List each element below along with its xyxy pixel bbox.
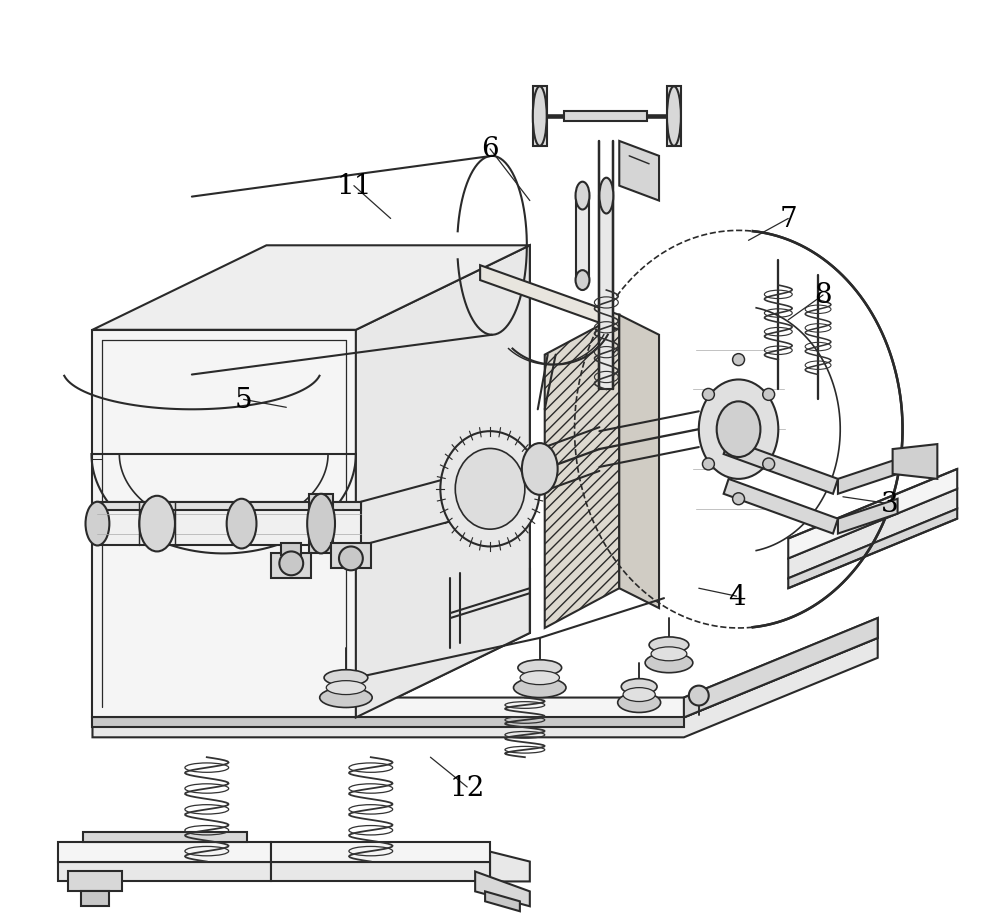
Polygon shape — [619, 142, 659, 201]
Ellipse shape — [702, 389, 714, 401]
Polygon shape — [81, 891, 109, 906]
Ellipse shape — [86, 502, 109, 546]
Ellipse shape — [733, 494, 745, 505]
Ellipse shape — [689, 686, 709, 706]
Polygon shape — [97, 502, 361, 510]
Polygon shape — [58, 862, 271, 881]
Ellipse shape — [514, 678, 566, 698]
Ellipse shape — [279, 551, 303, 575]
Ellipse shape — [139, 496, 175, 551]
Ellipse shape — [623, 687, 655, 702]
Polygon shape — [485, 891, 520, 912]
Ellipse shape — [645, 653, 693, 673]
Ellipse shape — [699, 380, 778, 480]
Ellipse shape — [227, 499, 256, 549]
Ellipse shape — [618, 693, 661, 713]
Ellipse shape — [763, 389, 775, 401]
Polygon shape — [271, 862, 490, 881]
Ellipse shape — [522, 444, 558, 495]
Polygon shape — [533, 87, 547, 147]
Polygon shape — [838, 499, 898, 534]
Polygon shape — [309, 494, 333, 554]
Polygon shape — [564, 112, 647, 122]
Ellipse shape — [520, 671, 559, 685]
Polygon shape — [788, 470, 957, 559]
Ellipse shape — [576, 183, 589, 210]
Ellipse shape — [651, 647, 687, 661]
Ellipse shape — [533, 87, 547, 147]
Ellipse shape — [702, 459, 714, 471]
Ellipse shape — [733, 354, 745, 366]
Polygon shape — [92, 638, 878, 738]
Ellipse shape — [763, 459, 775, 471]
Ellipse shape — [518, 660, 562, 676]
Polygon shape — [331, 544, 371, 569]
Ellipse shape — [717, 402, 760, 458]
Ellipse shape — [320, 687, 372, 708]
Ellipse shape — [307, 494, 335, 554]
Polygon shape — [724, 480, 838, 534]
Polygon shape — [92, 718, 684, 728]
Polygon shape — [92, 618, 878, 718]
Polygon shape — [893, 445, 937, 480]
Polygon shape — [724, 439, 838, 494]
Polygon shape — [271, 842, 490, 862]
Polygon shape — [667, 87, 681, 147]
Ellipse shape — [576, 271, 589, 290]
Text: 8: 8 — [814, 282, 832, 309]
Polygon shape — [838, 460, 898, 494]
Polygon shape — [475, 871, 530, 906]
Ellipse shape — [621, 679, 657, 695]
Ellipse shape — [324, 670, 368, 686]
Text: 6: 6 — [481, 136, 499, 164]
Polygon shape — [68, 871, 122, 891]
Polygon shape — [788, 509, 957, 588]
Polygon shape — [599, 197, 613, 390]
Text: 4: 4 — [728, 583, 745, 610]
Polygon shape — [545, 315, 619, 629]
Polygon shape — [356, 246, 530, 718]
Ellipse shape — [667, 87, 681, 147]
Ellipse shape — [339, 547, 363, 571]
Polygon shape — [576, 197, 589, 281]
Polygon shape — [788, 489, 957, 579]
Polygon shape — [619, 315, 659, 608]
Text: 11: 11 — [336, 173, 372, 200]
Ellipse shape — [649, 637, 689, 653]
Ellipse shape — [326, 681, 366, 695]
Ellipse shape — [440, 432, 540, 547]
Text: 3: 3 — [881, 491, 898, 517]
Polygon shape — [83, 832, 247, 842]
Polygon shape — [92, 246, 530, 331]
Ellipse shape — [599, 178, 613, 214]
Polygon shape — [490, 852, 530, 881]
Polygon shape — [271, 554, 311, 579]
Polygon shape — [281, 544, 301, 556]
Polygon shape — [684, 618, 878, 718]
Polygon shape — [92, 331, 356, 718]
Polygon shape — [97, 502, 361, 546]
Polygon shape — [356, 246, 530, 718]
Polygon shape — [58, 842, 271, 862]
Ellipse shape — [455, 449, 525, 529]
Polygon shape — [480, 266, 619, 331]
Text: 5: 5 — [235, 387, 252, 414]
Text: 7: 7 — [779, 206, 797, 233]
Text: 12: 12 — [450, 774, 485, 800]
